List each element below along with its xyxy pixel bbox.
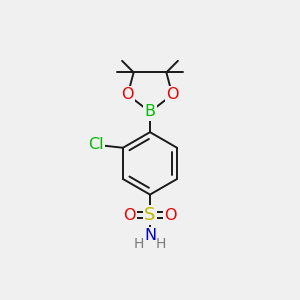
Text: H: H [156, 237, 166, 251]
Text: Cl: Cl [88, 137, 104, 152]
Text: B: B [145, 104, 155, 119]
Text: N: N [144, 228, 156, 243]
Text: H: H [134, 237, 144, 251]
Text: O: O [166, 87, 178, 102]
Text: O: O [124, 208, 136, 223]
Text: S: S [144, 206, 156, 224]
Text: O: O [164, 208, 176, 223]
Text: O: O [122, 87, 134, 102]
